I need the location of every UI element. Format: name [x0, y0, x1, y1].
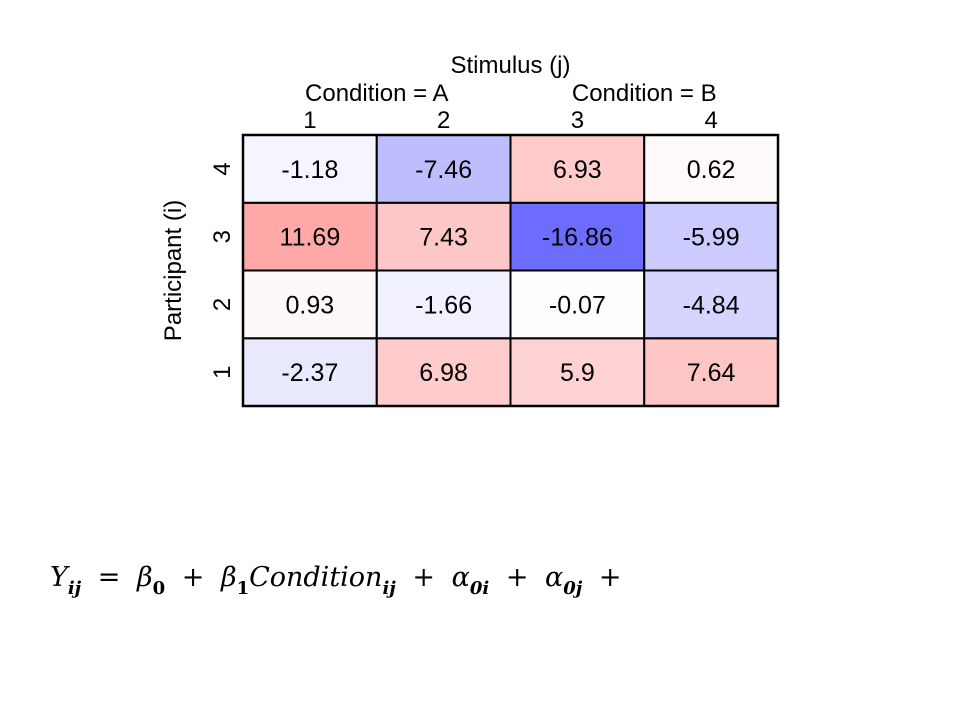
chart-title: Stimulus (j) [450, 52, 570, 79]
cell-value-label: -1.66 [415, 291, 472, 319]
heatmap-cell [643, 134, 779, 204]
eq-condition: Condition [249, 562, 383, 593]
cell-value-label: 7.43 [419, 224, 468, 252]
eq-alpha0j: α [545, 562, 564, 593]
eq-beta0-sub: 0 [152, 578, 166, 599]
eq-condition-sub: ij [382, 578, 396, 599]
model-equation: Yij = β0 + β1Conditionij + α0i + α0j + [50, 562, 630, 599]
cell-value-label: 11.69 [280, 224, 341, 252]
eq-beta1-sub: 1 [236, 578, 250, 599]
x-tick-label: 4 [704, 107, 717, 134]
heatmap-cell [242, 269, 378, 340]
heatmap-cell [643, 201, 779, 272]
eq-alpha0i: α [451, 562, 470, 593]
cell-value-label: 6.93 [553, 156, 602, 184]
y-tick-label: 3 [209, 230, 236, 243]
eq-y: Y [50, 562, 68, 593]
cell-value-label: 5.9 [560, 359, 595, 387]
cell-value-label: 0.62 [687, 156, 736, 184]
eq-plus-4: + [598, 562, 622, 593]
heatmap-cell [643, 269, 779, 340]
heatmap-cell [242, 337, 378, 407]
eq-plus-2: + [412, 562, 436, 593]
x-tick-label: 2 [437, 107, 450, 134]
cell-value-label: 6.98 [419, 359, 468, 387]
cell-value-label: -16.86 [542, 224, 613, 252]
y-tick-label: 1 [209, 365, 236, 378]
cell-value-label: 7.64 [687, 359, 736, 387]
heatmap-cell [375, 201, 512, 272]
eq-plus-1: + [181, 562, 205, 593]
eq-y-sub: ij [67, 578, 82, 599]
eq-beta1: β [220, 562, 237, 593]
eq-plus-3: + [505, 562, 529, 593]
heatmap-cell [242, 134, 378, 204]
x-tick-label: 1 [303, 107, 316, 134]
y-tick-label: 2 [209, 298, 236, 311]
eq-alpha0i-sub: 0i [469, 578, 490, 599]
cell-value-label: -5.99 [683, 224, 740, 252]
cell-value-label: 0.93 [286, 291, 335, 319]
eq-beta0: β [137, 562, 153, 593]
heatmap-cell [375, 269, 512, 340]
condition-label: Condition = A [305, 80, 448, 107]
y-tick-label: 4 [209, 162, 236, 175]
heatmap-border [241, 133, 780, 408]
cell-value-label: -1.18 [281, 156, 338, 184]
cell-value-label: -2.37 [281, 359, 338, 387]
eq-alpha0j-sub: 0j [563, 578, 583, 599]
heatmap-cell [375, 337, 512, 407]
condition-label: Condition = B [572, 80, 717, 107]
heatmap-cell [509, 269, 646, 340]
cell-value-label: -4.84 [683, 291, 740, 319]
x-tick-label: 3 [571, 107, 584, 134]
cell-value-label: -0.07 [549, 291, 606, 319]
y-axis-label: Participant (i) [160, 200, 187, 341]
eq-equals: = [97, 562, 121, 593]
cell-value-label: -7.46 [415, 156, 472, 184]
